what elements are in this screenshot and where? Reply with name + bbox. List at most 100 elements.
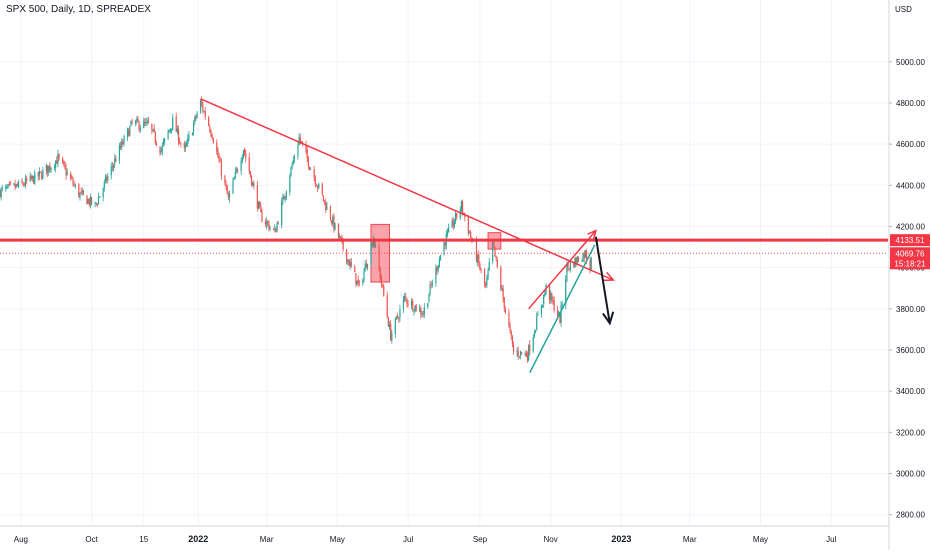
candle [528,345,530,360]
candle [115,159,117,162]
candle [110,166,112,176]
candle [31,175,34,178]
candle [147,120,149,124]
candle [145,121,147,124]
candle [477,255,479,263]
candle [260,205,262,213]
candle [485,283,487,287]
candle [151,123,153,130]
candle [82,189,85,195]
candle [524,352,526,355]
candle [22,183,24,186]
candle [232,179,234,194]
candle [63,161,65,164]
candle [321,184,323,195]
candle [550,293,552,301]
candle [386,295,388,318]
candle [348,259,350,267]
candle [1,187,3,189]
candle [167,131,169,139]
candle [159,146,161,154]
candle [532,337,534,352]
candle [146,121,148,123]
candle [308,166,311,170]
candle [403,295,406,299]
candle [356,280,358,286]
candle [23,185,25,186]
candle [135,121,137,124]
candle [24,178,27,186]
y-tick-label: 3800.00 [896,305,925,314]
candle [46,165,49,173]
candle [326,206,328,210]
candle [365,263,367,268]
candle [525,352,527,357]
x-tick-label: Sep [473,535,488,544]
candle [282,196,284,202]
candle [161,145,163,151]
candle [250,175,253,186]
candle [73,184,75,186]
candle [256,185,258,209]
x-tick-label: Nov [544,535,558,544]
candle [48,165,50,172]
candle [196,113,198,118]
candle [128,129,130,137]
candle [121,141,123,149]
candle [252,182,254,186]
candle [589,260,591,271]
candle [405,296,407,299]
candle [204,111,206,118]
candle [104,176,107,181]
candle [80,191,82,193]
grid [0,0,888,525]
candle [436,267,438,271]
candle [370,243,372,264]
candle [14,184,16,188]
candle [268,223,270,230]
y-tick-label: 4800.00 [896,99,925,108]
candle [220,161,223,176]
candle [496,259,498,268]
x-tick-label: 2022 [188,534,208,544]
candle [518,356,520,358]
candle [21,180,23,183]
candle [237,169,239,172]
candle [290,167,292,177]
candle [560,305,562,323]
candle [217,150,219,158]
candle [511,336,513,344]
candle [540,306,542,314]
candle [420,307,422,315]
candle [322,195,325,201]
candle [349,262,351,266]
candle [460,201,462,211]
candle [38,171,41,176]
projection-arrow [594,236,611,324]
candle [340,236,342,239]
candle [275,228,277,233]
wedge-lower-line [529,244,596,373]
candle [56,160,58,164]
candle [508,312,510,326]
candle [430,284,432,286]
candle [521,352,523,354]
candle [136,118,138,122]
candle [8,183,10,185]
candle [332,217,334,224]
candle [355,273,357,285]
x-tick-label: Oct [85,535,98,544]
candle [533,332,536,337]
candle [503,297,505,309]
y-tick-label: 4600.00 [896,140,925,149]
countdown-label: 15:18:21 [894,259,926,268]
candle [423,307,425,315]
y-tick-label: 3600.00 [896,346,925,355]
candle [113,165,115,168]
candle [486,277,488,286]
candle [194,116,196,123]
candle [456,213,458,218]
candle [53,166,56,168]
